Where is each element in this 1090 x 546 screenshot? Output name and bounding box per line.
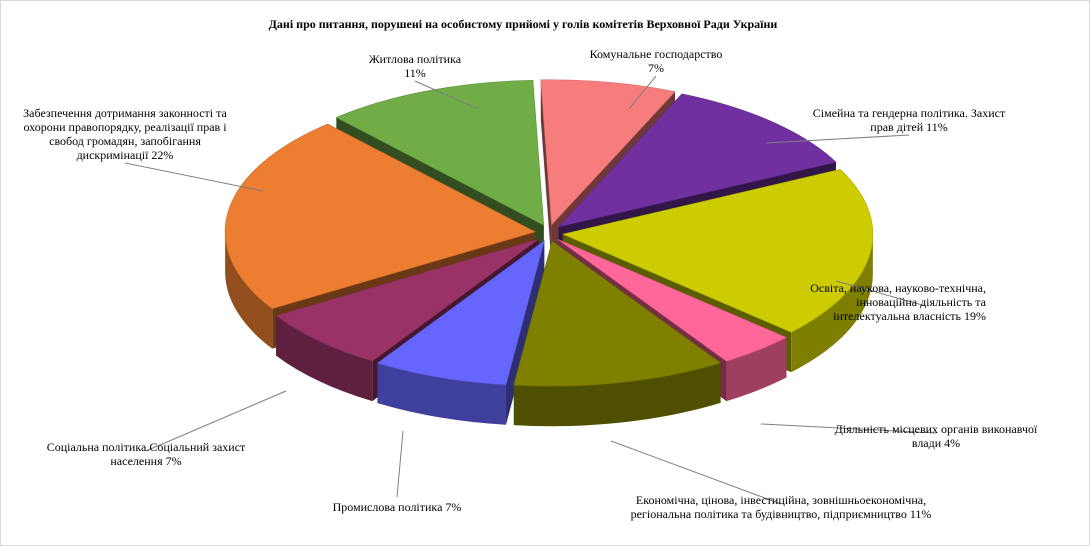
pie-slice-8	[335, 79, 545, 226]
slice-side-3	[726, 337, 787, 402]
pie-slice-4	[513, 240, 722, 387]
leader-line-0	[628, 75, 657, 110]
slice-wall-0	[540, 79, 552, 265]
slice-label-2: Освіта, наукова, науково-технічна, іннова…	[810, 281, 986, 323]
pie-slice-2	[561, 169, 874, 333]
slice-side-5	[377, 363, 506, 425]
leader-line-1	[765, 134, 910, 144]
slice-label-line: інтелектуальна власність 19%	[833, 309, 986, 323]
leader-line-5	[396, 430, 404, 498]
slice-label-6: Соціальна політика.Соціальний захист насе…	[47, 440, 246, 468]
pie-slice-5	[376, 240, 545, 386]
slice-label-5: Промислова політика 7%	[333, 500, 462, 514]
leader-line-7	[124, 162, 264, 192]
slice-label-line: дискримінації 22%	[77, 148, 174, 162]
leader-line-3	[760, 423, 937, 434]
slice-label-line: Житлова політика	[369, 52, 462, 66]
slice-label-line: 7%	[648, 61, 664, 75]
slice-side-4	[513, 362, 721, 427]
chart-title: Дані про питання, порушені на особистому…	[269, 17, 778, 31]
slice-side-2	[791, 234, 873, 373]
slice-label-line: охорони правопорядку, реалізації прав і	[23, 120, 227, 134]
slice-side-7	[225, 231, 273, 349]
slice-label-line: Економічна, цінова, інвестиційна, зовніш…	[636, 493, 926, 507]
leader-line-8	[414, 80, 479, 110]
slice-label-line: Діяльність місцевих органів виконавчої	[835, 422, 1038, 436]
leader-line-2	[835, 280, 927, 307]
slice-label-line: свобод громадян, запобігання	[49, 134, 201, 148]
pie-slice-6	[275, 238, 540, 362]
slice-label-line: прав дітей 11%	[870, 120, 947, 134]
slice-label-1: Сімейна та гендерна політика. Захист прав…	[813, 106, 1006, 134]
slice-side-6	[276, 315, 373, 402]
slice-label-8: Житлова політика 11%	[369, 52, 462, 80]
slice-label-4: Економічна, цінова, інвестиційна, зовніш…	[631, 493, 932, 521]
slice-label-line: Соціальна політика.Соціальний захист	[47, 440, 246, 454]
slice-label-line: інноваційна діяльність та	[856, 295, 987, 309]
pie-slice-0	[540, 79, 676, 226]
pie-slice-3	[557, 239, 788, 362]
slice-tops	[224, 79, 874, 387]
slice-label-line: населення 7%	[110, 454, 181, 468]
pie-slice-7	[224, 123, 536, 309]
data-labels: Комунальне господарство 7% Сімейна та генд…	[23, 47, 1038, 521]
slice-label-line: влади 4%	[912, 436, 960, 450]
leader-line-4	[610, 440, 782, 505]
leader-line-6	[145, 390, 287, 452]
slice-label-3: Діяльність місцевих органів виконавчої вл…	[835, 422, 1038, 450]
slice-label-line: 11%	[404, 66, 426, 80]
slice-label-line: Забезпечення дотримання законності та	[23, 106, 227, 120]
leader-lines	[124, 75, 937, 505]
slice-label-line: регіональна політика та будівництво, під…	[631, 507, 932, 521]
slice-label-7: Забезпечення дотримання законності та охо…	[23, 106, 227, 162]
slice-label-line: Сімейна та гендерна політика. Захист	[813, 106, 1006, 120]
slice-label-0: Комунальне господарство 7%	[590, 47, 723, 75]
slice-label-line: Освіта, наукова, науково-технічна,	[810, 281, 986, 295]
slice-label-line: Комунальне господарство	[590, 47, 723, 61]
slice-label-line: Промислова політика 7%	[333, 500, 462, 514]
pie-slice-1	[557, 93, 837, 228]
